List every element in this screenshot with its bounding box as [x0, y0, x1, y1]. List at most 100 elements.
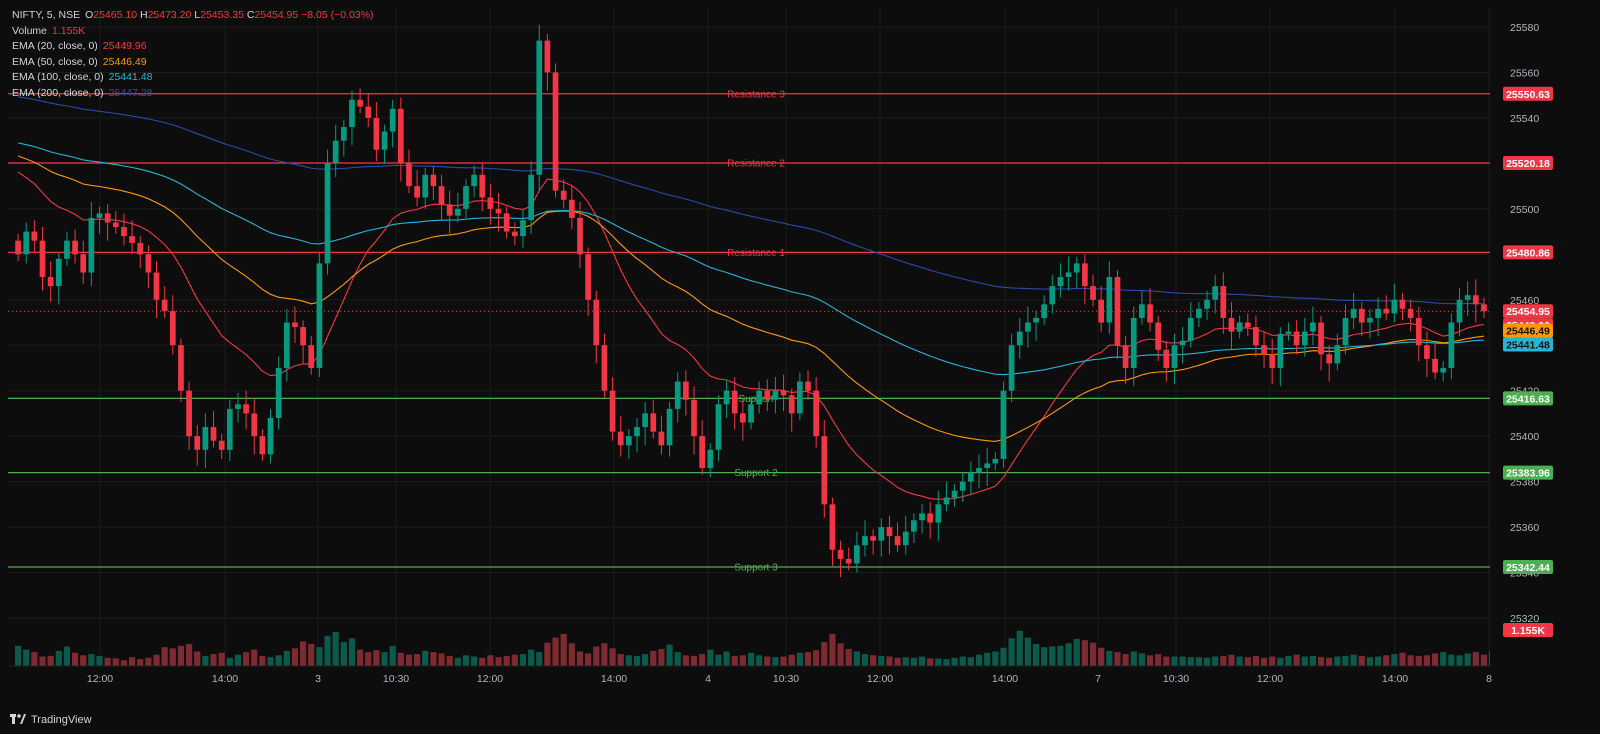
candle-body [625, 436, 632, 446]
volume-bar [405, 654, 413, 666]
candle-body [340, 127, 347, 141]
volume-bar [528, 649, 535, 666]
candle-body [1016, 331, 1023, 346]
tradingview-brand[interactable]: TradingView [10, 713, 92, 727]
level-label: Resistance 3 [727, 89, 785, 100]
volume-bar [438, 653, 445, 666]
ema20-row[interactable]: EMA (20, close, 0) 25449.96 [12, 39, 374, 55]
volume-bar [951, 657, 958, 666]
volume-bar [1464, 653, 1471, 666]
volume-bar [617, 654, 624, 666]
volume-bar [853, 651, 860, 666]
ema50-label: EMA (50, close, 0) [12, 55, 98, 68]
candle-body [1163, 349, 1170, 368]
ema50-value: 25446.49 [102, 55, 147, 68]
candle-body [951, 490, 958, 498]
ema200-row[interactable]: EMA (200, close, 0) 25447.28 [12, 86, 374, 102]
candle-body [1310, 322, 1316, 332]
chart-legend: NIFTY, 5, NSE O25465.10 H25473.20 L25453… [12, 8, 374, 102]
candle-body [968, 472, 974, 482]
volume-bar [845, 649, 852, 666]
price-tick-label: 25360 [1510, 522, 1539, 534]
ema50-row[interactable]: EMA (50, close, 0) 25446.49 [12, 55, 374, 71]
candle-body [1301, 331, 1308, 346]
candle-body [1253, 327, 1259, 346]
level-label: Resistance 2 [727, 158, 785, 169]
candle-body [552, 72, 559, 191]
ema100-value: 25441.48 [108, 71, 153, 84]
volume-row[interactable]: Volume 1.155K [12, 24, 374, 40]
volume-bar [1212, 656, 1219, 666]
candle-body [1383, 308, 1390, 314]
volume-bar [55, 650, 62, 666]
price-badge-bg [1503, 559, 1553, 574]
symbol-label[interactable]: NIFTY, 5, NSE [12, 9, 81, 21]
candle-body [104, 213, 111, 223]
volume-bar [650, 650, 657, 666]
candle-body [1139, 304, 1145, 318]
time-tick-label: 12:00 [1257, 673, 1283, 685]
candle-body [23, 231, 30, 255]
volume-bar [633, 655, 641, 666]
price-badge-value: 25480.86 [1506, 247, 1550, 259]
candle-body [1481, 304, 1487, 312]
volume-bar [63, 646, 71, 666]
candle-body [976, 467, 982, 473]
volume-bar [731, 655, 738, 666]
volume-bar [112, 658, 119, 666]
volume-bar [495, 657, 502, 666]
volume-bar [275, 655, 282, 666]
price-badge-value: 25520.18 [1506, 158, 1550, 170]
volume-bar [1041, 647, 1048, 666]
candle-body [780, 390, 787, 396]
candle-body [153, 272, 160, 300]
volume-bar [242, 652, 250, 666]
candle-body [1391, 299, 1398, 314]
volume-bar [788, 654, 795, 666]
volume-bar [503, 655, 510, 666]
volume-bar [593, 646, 600, 666]
price-badge-bg [1503, 245, 1553, 260]
candle-body [1082, 263, 1088, 287]
volume-bar [1440, 652, 1447, 666]
ema-line-100 [17, 142, 1484, 376]
candle-body [1432, 358, 1438, 373]
volume-bar [1301, 656, 1308, 666]
candle-body [251, 413, 258, 437]
candle-body [1285, 331, 1292, 334]
volume-bar [837, 643, 844, 666]
volume-bar [959, 656, 966, 666]
level-label: Support 3 [734, 562, 778, 573]
price-badge-bg [1503, 323, 1553, 338]
candle-body [1147, 304, 1153, 323]
price-badge-value: 25342.44 [1506, 562, 1550, 574]
volume-bar [682, 655, 689, 666]
candle-body [902, 531, 909, 546]
candle-body [1293, 331, 1300, 346]
volume-bar [601, 643, 608, 666]
candle-body [259, 436, 266, 455]
price-tick-label: 25580 [1510, 22, 1539, 34]
volume-bar [658, 649, 665, 666]
candle-body [235, 404, 241, 409]
brand-name: TradingView [31, 714, 92, 726]
candle-body [226, 408, 233, 450]
candle-body [72, 240, 78, 255]
volume-bar [1195, 657, 1202, 666]
volume-bar [666, 644, 673, 666]
volume-bar [88, 654, 95, 666]
price-badge: 25480.86 [1503, 245, 1553, 260]
time-tick-label: 3 [315, 673, 321, 685]
volume-bar [967, 657, 974, 666]
volume-bar [870, 655, 877, 666]
volume-bar [943, 659, 950, 666]
volume-bar [1260, 657, 1268, 666]
ema100-row[interactable]: EMA (100, close, 0) 25441.48 [12, 70, 374, 86]
ema-line-50 [17, 155, 1484, 442]
volume-bar [1130, 651, 1137, 666]
candle-body [495, 208, 502, 214]
volume-bar [715, 654, 722, 666]
candle-body [194, 436, 201, 450]
